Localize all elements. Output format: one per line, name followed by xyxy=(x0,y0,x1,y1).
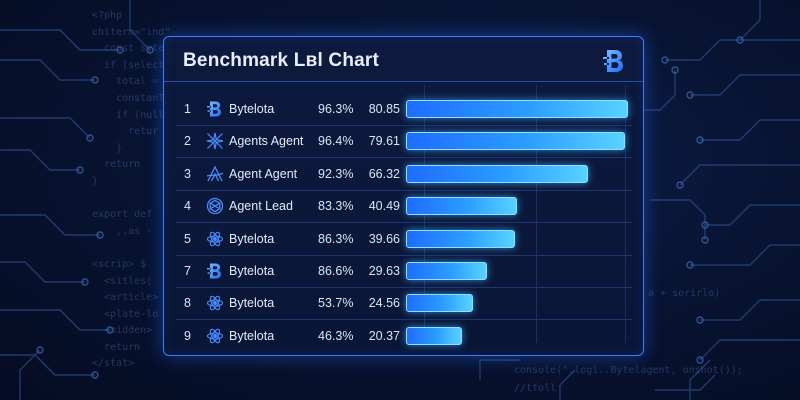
gridline xyxy=(536,85,537,343)
bar-track xyxy=(406,126,628,157)
percent-value: 46.3% xyxy=(318,328,354,343)
leaderboard-row: 4 Agent Lead 83.3% 40.49 xyxy=(164,191,642,224)
rank-number: 8 xyxy=(184,296,191,311)
row-divider xyxy=(176,189,632,191)
percent-value: 83.3% xyxy=(318,199,354,214)
background-code-bottom: console(".logi..Bytelagent, onshot()); /… xyxy=(514,365,743,394)
background-code-left: <?php chiterm="ind" const syte if [selec… xyxy=(92,10,171,370)
row-divider xyxy=(176,319,632,321)
knot-icon xyxy=(206,197,224,215)
percent-value: 86.6% xyxy=(318,264,354,278)
rank-number: 3 xyxy=(184,166,191,181)
bytelota-b-logo-icon xyxy=(603,50,623,72)
row-divider xyxy=(176,222,632,224)
score-value: 40.49 xyxy=(368,199,400,214)
score-bar xyxy=(406,326,462,345)
percent-value: 96.3% xyxy=(318,102,354,116)
leaderboard-row: 2 Agents Agent 96.4% 79.61 xyxy=(164,126,642,159)
score-value: 66.32 xyxy=(368,166,400,181)
model-name-label: Bytelota xyxy=(229,328,275,343)
percent-value: 86.3% xyxy=(318,231,354,246)
rank-number: 4 xyxy=(184,199,191,214)
atom-icon xyxy=(206,294,224,312)
score-value: 39.66 xyxy=(368,231,400,246)
score-bar xyxy=(406,294,474,313)
bar-track xyxy=(406,159,628,190)
bar-track xyxy=(406,288,628,319)
model-name-label: Bytelota xyxy=(229,102,275,116)
leaderboard-row: 7 Bytelota 86.6% 29.63 xyxy=(164,256,642,288)
atom-icon xyxy=(206,327,224,345)
leaderboard-row: 1 Bytelota 96.3% 80.85 xyxy=(164,94,642,126)
triangle-a-icon xyxy=(206,165,224,183)
rank-number: 2 xyxy=(184,134,191,149)
percent-value: 96.4% xyxy=(318,134,354,149)
leaderboard-row: 9 Bytelota 46.3% 20.37 xyxy=(164,321,642,352)
bar-track xyxy=(406,191,628,222)
score-value: 29.63 xyxy=(368,264,400,278)
model-name-label: Bytelota xyxy=(229,296,275,311)
percent-value: 92.3% xyxy=(318,166,354,181)
score-bar xyxy=(406,164,589,183)
row-divider xyxy=(176,125,632,126)
bar-track xyxy=(406,321,628,352)
row-divider xyxy=(176,287,632,288)
gridline xyxy=(625,85,626,343)
atom-icon xyxy=(206,230,224,248)
score-bar xyxy=(406,100,628,118)
model-name-label: Agent Agent xyxy=(229,166,298,181)
score-value: 79.61 xyxy=(368,134,400,149)
bar-track xyxy=(406,224,628,255)
chart-title: Benchmark Lвl Chart xyxy=(183,50,380,71)
rank-number: 1 xyxy=(184,102,191,116)
model-name-label: Agent Lead xyxy=(229,199,293,214)
row-divider xyxy=(176,157,632,159)
background-code-right: a + sorirlo) xyxy=(648,288,721,299)
benchmark-card: Benchmark Lвl Chart 1 Bytelota 96.3% 80.85 2… xyxy=(163,36,644,356)
score-bar xyxy=(406,229,515,248)
leaderboard-row: 3 Agent Agent 92.3% 66.32 xyxy=(164,159,642,191)
title-divider xyxy=(164,81,643,82)
rank-number: 7 xyxy=(184,264,191,278)
bar-track xyxy=(406,94,628,125)
model-name-label: Bytelota xyxy=(229,264,275,278)
rank-number: 5 xyxy=(184,231,191,246)
b-logo-icon xyxy=(206,100,224,118)
score-value: 20.37 xyxy=(368,328,400,343)
model-name-label: Bytelota xyxy=(229,231,275,246)
row-divider xyxy=(176,254,632,256)
score-bar xyxy=(406,262,488,280)
percent-value: 53.7% xyxy=(318,296,354,311)
leaderboard-row: 8 Bytelota 53.7% 24.56 xyxy=(164,288,642,321)
score-value: 24.56 xyxy=(368,296,400,311)
score-bar xyxy=(406,132,625,151)
score-bar xyxy=(406,197,518,216)
score-value: 80.85 xyxy=(368,102,400,116)
model-name-label: Agents Agent xyxy=(229,134,304,149)
b-logo-icon xyxy=(206,262,224,280)
leaderboard-row: 5 Bytelota 86.3% 39.66 xyxy=(164,224,642,256)
rank-number: 9 xyxy=(184,328,191,343)
compass-star-icon xyxy=(206,132,224,150)
bar-track xyxy=(406,256,628,287)
